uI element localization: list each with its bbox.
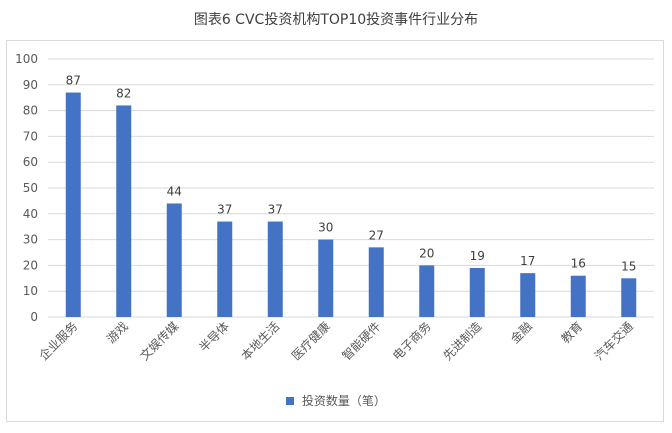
- gridlines: [48, 58, 654, 318]
- bar: [621, 278, 637, 317]
- legend: 投资数量（笔）: [0, 392, 672, 409]
- x-tick-label: 企业服务: [36, 319, 81, 364]
- y-tick-label: 60: [23, 155, 38, 169]
- bar: [166, 203, 182, 317]
- data-label: 37: [217, 203, 232, 217]
- y-tick-label: 80: [23, 104, 38, 118]
- data-label: 82: [116, 86, 131, 100]
- x-axis: 企业服务 游戏 文娱传媒 半导体 本地生活 医疗健康 智能硬件 电子商务 先进制造 金融 教育 汽车交…: [36, 319, 636, 364]
- bar: [318, 239, 334, 317]
- bar: [469, 267, 485, 317]
- chart-frame: [6, 40, 664, 422]
- x-tick-label: 金融: [507, 319, 535, 347]
- legend-swatch: [286, 397, 295, 405]
- data-label: 44: [167, 184, 182, 198]
- data-label: 27: [369, 228, 384, 242]
- x-tick-label: 教育: [558, 319, 586, 347]
- y-axis: 0 10 20 30 40 50 60 70 80 90 100: [15, 52, 38, 324]
- data-label: 30: [318, 221, 333, 235]
- bar: [65, 92, 81, 317]
- y-tick-label: 20: [23, 258, 38, 272]
- data-labels: 87 82 44 37 37 30 27 20 19 17 16 15: [66, 74, 637, 274]
- data-label: 19: [470, 249, 485, 263]
- y-tick-label: 50: [23, 181, 38, 195]
- bar: [419, 265, 435, 317]
- x-tick-label: 半导体: [197, 319, 232, 354]
- legend-label: 投资数量（笔）: [301, 394, 386, 408]
- chart-title: 图表6 CVC投资机构TOP10投资事件行业分布: [193, 12, 479, 28]
- data-label: 15: [621, 259, 636, 273]
- x-tick-label: 医疗健康: [288, 319, 333, 364]
- y-tick-label: 70: [23, 129, 38, 143]
- x-tick-label: 文娱传媒: [137, 319, 182, 364]
- data-label: 17: [520, 254, 535, 268]
- bar: [520, 273, 536, 317]
- bar: [570, 275, 586, 317]
- x-tick-label: 先进制造: [441, 319, 485, 363]
- data-label: 37: [268, 203, 283, 217]
- bar: [368, 247, 384, 317]
- data-label: 87: [66, 74, 81, 88]
- y-tick-label: 40: [23, 207, 38, 221]
- x-tick-label: 电子商务: [389, 319, 434, 364]
- bars: [65, 92, 637, 317]
- bar: [217, 221, 233, 317]
- bar: [267, 221, 283, 317]
- y-tick-label: 0: [30, 310, 38, 324]
- y-tick-label: 100: [15, 52, 38, 66]
- x-tick-label: 智能硬件: [339, 319, 384, 364]
- x-tick-label: 汽车交通: [591, 319, 636, 364]
- x-tick-label: 游戏: [104, 319, 131, 346]
- bar: [116, 105, 132, 317]
- data-label: 16: [571, 257, 586, 271]
- y-tick-label: 90: [23, 78, 38, 92]
- y-tick-label: 10: [23, 284, 38, 298]
- data-label: 20: [419, 246, 434, 260]
- y-tick-label: 30: [23, 233, 38, 247]
- x-tick-label: 本地生活: [239, 319, 283, 363]
